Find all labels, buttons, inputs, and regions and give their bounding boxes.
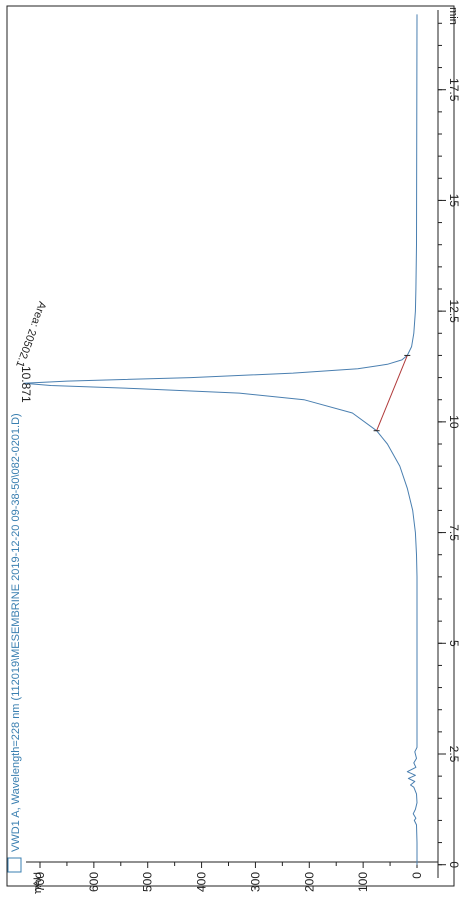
legend-swatch [7,857,22,873]
absorbance-tick-label: 700 [33,872,47,892]
absorbance-tick-label: 100 [356,872,370,892]
absorbance-tick-label: 200 [302,872,316,892]
time-tick-label: 12.5 [447,299,461,323]
absorbance-axis-unit: mAU [32,872,44,894]
integration-baseline [376,355,408,431]
chart-frame [6,5,455,887]
absorbance-tick-label: 400 [195,872,209,892]
time-tick-label: 2.5 [447,746,461,763]
absorbance-tick-label: 300 [248,872,262,892]
time-tick-label: 15 [447,194,461,208]
time-tick-label: 10 [447,415,461,429]
peak-retention-time-label: 10.871 [19,366,33,403]
absorbance-tick-label: 0 [410,872,424,879]
time-tick-label: 17.5 [447,78,461,102]
time-axis-unit: min [447,7,459,25]
absorbance-tick-label: 600 [87,872,101,892]
chromatogram-trace [23,14,418,865]
peak-area-label: Area: 20502.1 [13,300,48,369]
chart-title: VWD1 A, Wavelength=228 nm (112019\MESEMB… [10,413,22,852]
time-tick-label: 0 [447,861,461,868]
time-tick-label: 5 [447,640,461,647]
absorbance-tick-label: 500 [141,872,155,892]
time-tick-label: 7.5 [447,524,461,541]
